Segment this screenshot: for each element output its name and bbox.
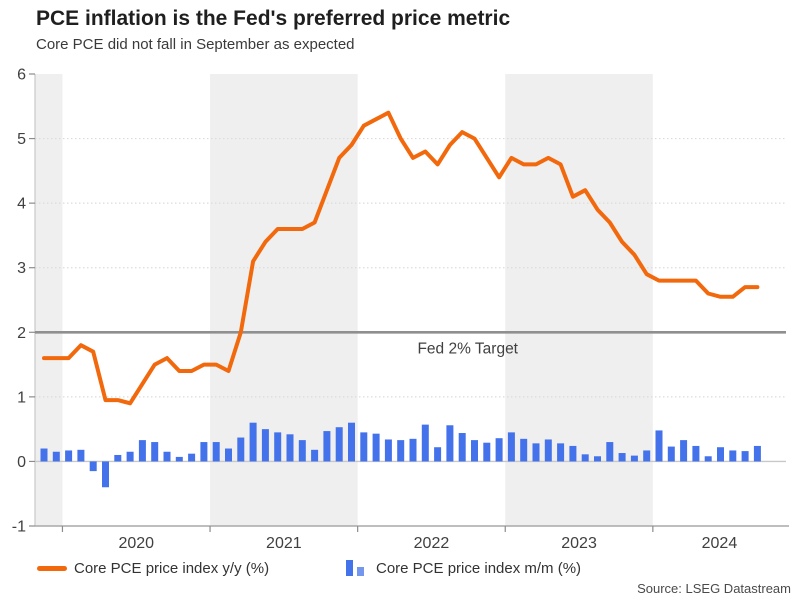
yoy-line-series xyxy=(42,110,760,406)
chart-subtitle: Core PCE did not fall in September as ex… xyxy=(36,36,355,53)
bar xyxy=(483,442,491,462)
svg-text:2024: 2024 xyxy=(702,535,738,552)
bar xyxy=(667,446,675,462)
svg-text:4: 4 xyxy=(17,196,26,213)
bar xyxy=(163,451,171,462)
bar xyxy=(532,443,540,462)
legend-label-mm: Core PCE price index m/m (%) xyxy=(376,559,582,577)
bar xyxy=(471,440,478,462)
bar xyxy=(335,427,343,462)
bar xyxy=(581,454,589,462)
bar xyxy=(200,442,208,462)
bar xyxy=(175,456,183,462)
svg-text:2021: 2021 xyxy=(266,535,302,552)
bar xyxy=(458,433,466,462)
bar xyxy=(594,456,601,462)
bar xyxy=(188,453,196,462)
bar xyxy=(434,447,442,462)
bar xyxy=(348,422,355,462)
bar xyxy=(311,449,319,462)
mm-bars-swatch-icon xyxy=(346,560,364,576)
bar xyxy=(40,448,48,462)
bar xyxy=(323,431,331,462)
bar xyxy=(138,440,146,462)
bar xyxy=(729,450,737,462)
y-axis-labels: 6 5 4 3 2 1 0 -1 xyxy=(12,67,35,536)
bar xyxy=(102,461,109,488)
bar xyxy=(753,445,761,462)
bar xyxy=(618,453,626,462)
mm-bars-series xyxy=(40,422,761,488)
legend-item-mm: Core PCE price index m/m (%) xyxy=(346,558,581,578)
bar xyxy=(507,432,515,462)
svg-text:2020: 2020 xyxy=(118,535,154,552)
bar xyxy=(237,437,245,462)
bar xyxy=(544,439,552,462)
bar xyxy=(557,443,565,462)
svg-text:3: 3 xyxy=(17,260,26,277)
bar xyxy=(409,438,417,462)
bar xyxy=(421,424,429,462)
bar xyxy=(741,451,749,462)
bar xyxy=(114,454,122,462)
bar xyxy=(704,456,712,462)
bar xyxy=(286,434,294,462)
bar xyxy=(655,430,663,462)
bar xyxy=(372,433,380,462)
svg-text:2022: 2022 xyxy=(414,535,450,552)
bar xyxy=(446,425,454,462)
bar xyxy=(643,450,651,462)
bar xyxy=(520,438,528,462)
legend-item-yoy: Core PCE price index y/y (%) xyxy=(37,558,269,578)
bar xyxy=(397,440,405,462)
bar xyxy=(606,442,614,462)
svg-text:2: 2 xyxy=(17,325,26,342)
svg-text:5: 5 xyxy=(17,131,26,148)
bar xyxy=(249,422,257,462)
bar xyxy=(692,445,700,462)
bar xyxy=(52,451,60,462)
bar xyxy=(261,429,269,462)
svg-text:0: 0 xyxy=(17,454,26,471)
source-attribution: Source: LSEG Datastream xyxy=(637,581,791,596)
gridlines xyxy=(35,137,786,398)
bar xyxy=(225,448,232,462)
svg-text:6: 6 xyxy=(17,67,26,84)
bar xyxy=(126,451,134,462)
bar xyxy=(77,449,85,462)
fed-target-label: Fed 2% Target xyxy=(417,340,518,357)
yoy-line-swatch-icon xyxy=(37,565,67,571)
bar xyxy=(495,438,503,462)
bar xyxy=(569,445,577,462)
legend-label-yoy: Core PCE price index y/y (%) xyxy=(74,559,270,577)
bar xyxy=(630,455,638,462)
bar xyxy=(89,461,97,472)
bar xyxy=(212,442,220,462)
bar xyxy=(274,432,282,462)
bar xyxy=(151,442,159,462)
bar xyxy=(360,432,368,462)
year-bands xyxy=(35,74,653,526)
x-axis-labels: 2020 2021 2022 2023 2024 xyxy=(61,526,738,552)
bar xyxy=(298,440,306,462)
svg-text:2023: 2023 xyxy=(561,535,597,552)
bar xyxy=(717,447,724,462)
bar xyxy=(384,439,392,462)
svg-text:-1: -1 xyxy=(12,519,26,536)
bar xyxy=(680,440,688,462)
svg-text:1: 1 xyxy=(17,389,26,406)
bar xyxy=(65,450,73,462)
chart-title: PCE inflation is the Fed's preferred pri… xyxy=(36,7,511,30)
